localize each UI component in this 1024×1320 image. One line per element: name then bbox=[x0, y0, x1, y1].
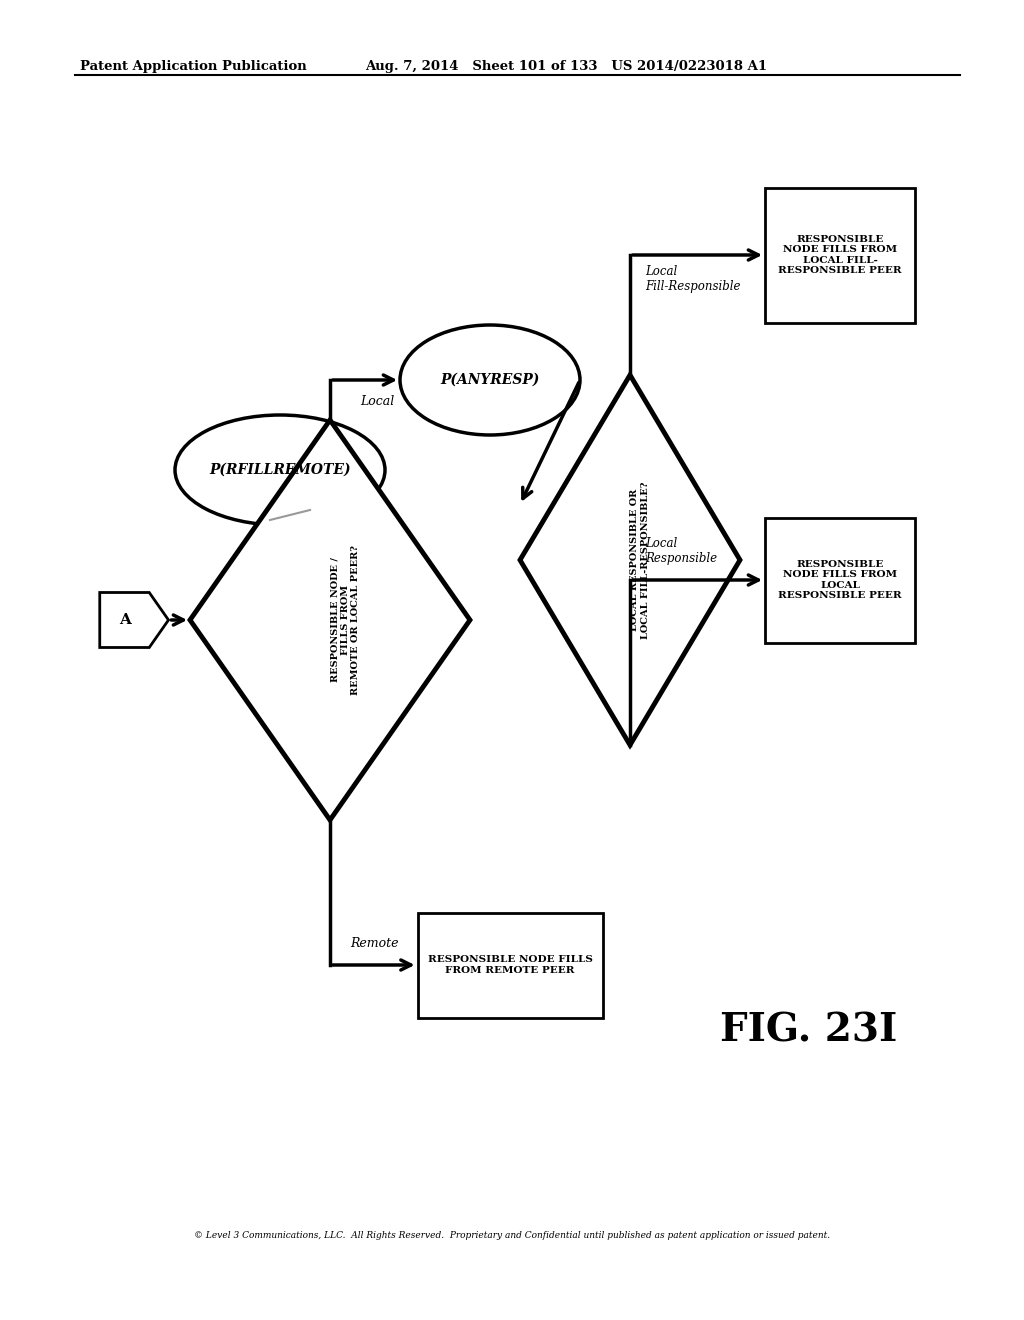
Polygon shape bbox=[190, 420, 470, 820]
Text: RESPONSIBLE
NODE FILLS FROM
LOCAL
RESPONSIBLE PEER: RESPONSIBLE NODE FILLS FROM LOCAL RESPON… bbox=[778, 560, 902, 601]
Text: P(RFILLREMOTE): P(RFILLREMOTE) bbox=[209, 463, 351, 477]
Polygon shape bbox=[99, 593, 169, 648]
Ellipse shape bbox=[400, 325, 580, 436]
Text: LOCAL RESPONSIBLE OR
LOCAL FILL-RESPONSIBLE?: LOCAL RESPONSIBLE OR LOCAL FILL-RESPONSI… bbox=[631, 482, 649, 639]
Text: P(ANYRESP): P(ANYRESP) bbox=[440, 374, 540, 387]
Text: Local
Responsible: Local Responsible bbox=[645, 537, 717, 565]
Bar bbox=[418, 912, 602, 1018]
Text: Patent Application Publication: Patent Application Publication bbox=[80, 59, 307, 73]
Text: FIG. 23I: FIG. 23I bbox=[720, 1011, 897, 1049]
Text: RESPONSIBLE NODE /
FILLS FROM
REMOTE OR LOCAL PEER?: RESPONSIBLE NODE / FILLS FROM REMOTE OR … bbox=[330, 545, 359, 696]
Text: RESPONSIBLE
NODE FILLS FROM
LOCAL FILL-
RESPONSIBLE PEER: RESPONSIBLE NODE FILLS FROM LOCAL FILL- … bbox=[778, 235, 902, 275]
Bar bbox=[765, 187, 915, 322]
Text: Aug. 7, 2014   Sheet 101 of 133   US 2014/0223018 A1: Aug. 7, 2014 Sheet 101 of 133 US 2014/02… bbox=[365, 59, 767, 73]
Text: © Level 3 Communications, LLC.  All Rights Reserved.  Proprietary and Confidenti: © Level 3 Communications, LLC. All Right… bbox=[194, 1230, 830, 1239]
Bar bbox=[765, 517, 915, 643]
Text: A: A bbox=[119, 612, 131, 627]
Text: Remote: Remote bbox=[350, 937, 398, 950]
Text: RESPONSIBLE NODE FILLS
FROM REMOTE PEER: RESPONSIBLE NODE FILLS FROM REMOTE PEER bbox=[428, 956, 593, 974]
Text: Local: Local bbox=[360, 395, 394, 408]
Ellipse shape bbox=[175, 414, 385, 525]
Polygon shape bbox=[520, 375, 740, 744]
Text: Local
Fill-Responsible: Local Fill-Responsible bbox=[645, 265, 740, 293]
